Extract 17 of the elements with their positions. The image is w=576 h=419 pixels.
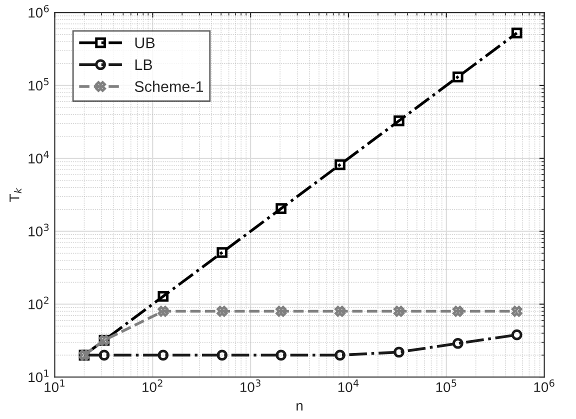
y-axis-title: T$_{k}$	[10, 188, 22, 202]
y-tick-label: 10$^{4}$	[28, 150, 49, 164]
x-tick-label: 10$^{4}$	[338, 380, 359, 392]
x-axis-title: n	[296, 403, 302, 411]
y-tick-label: 10$^{6}$	[28, 4, 49, 18]
y-tick-label: 10$^{5}$	[28, 78, 49, 91]
y-tick-label: 10$^{2}$	[28, 296, 48, 310]
x-tick-label: 10$^{3}$	[240, 379, 260, 392]
legend-label: Scheme-1	[134, 80, 204, 92]
legend-label: LB	[135, 59, 152, 70]
legend-label: UB	[135, 38, 155, 48]
x-tick-label: 10$^{5}$	[436, 380, 456, 392]
x-tick-label: 10$^{1}$	[44, 380, 64, 392]
y-tick-label: 10$^{3}$	[28, 224, 49, 236]
x-tick-label: 10$^{6}$	[534, 379, 554, 392]
x-tick-label: 10$^{2}$	[142, 379, 162, 392]
y-tick-label: 10$^{1}$	[28, 370, 49, 382]
